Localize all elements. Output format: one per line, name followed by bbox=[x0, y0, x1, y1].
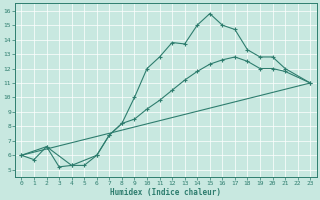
X-axis label: Humidex (Indice chaleur): Humidex (Indice chaleur) bbox=[110, 188, 221, 197]
